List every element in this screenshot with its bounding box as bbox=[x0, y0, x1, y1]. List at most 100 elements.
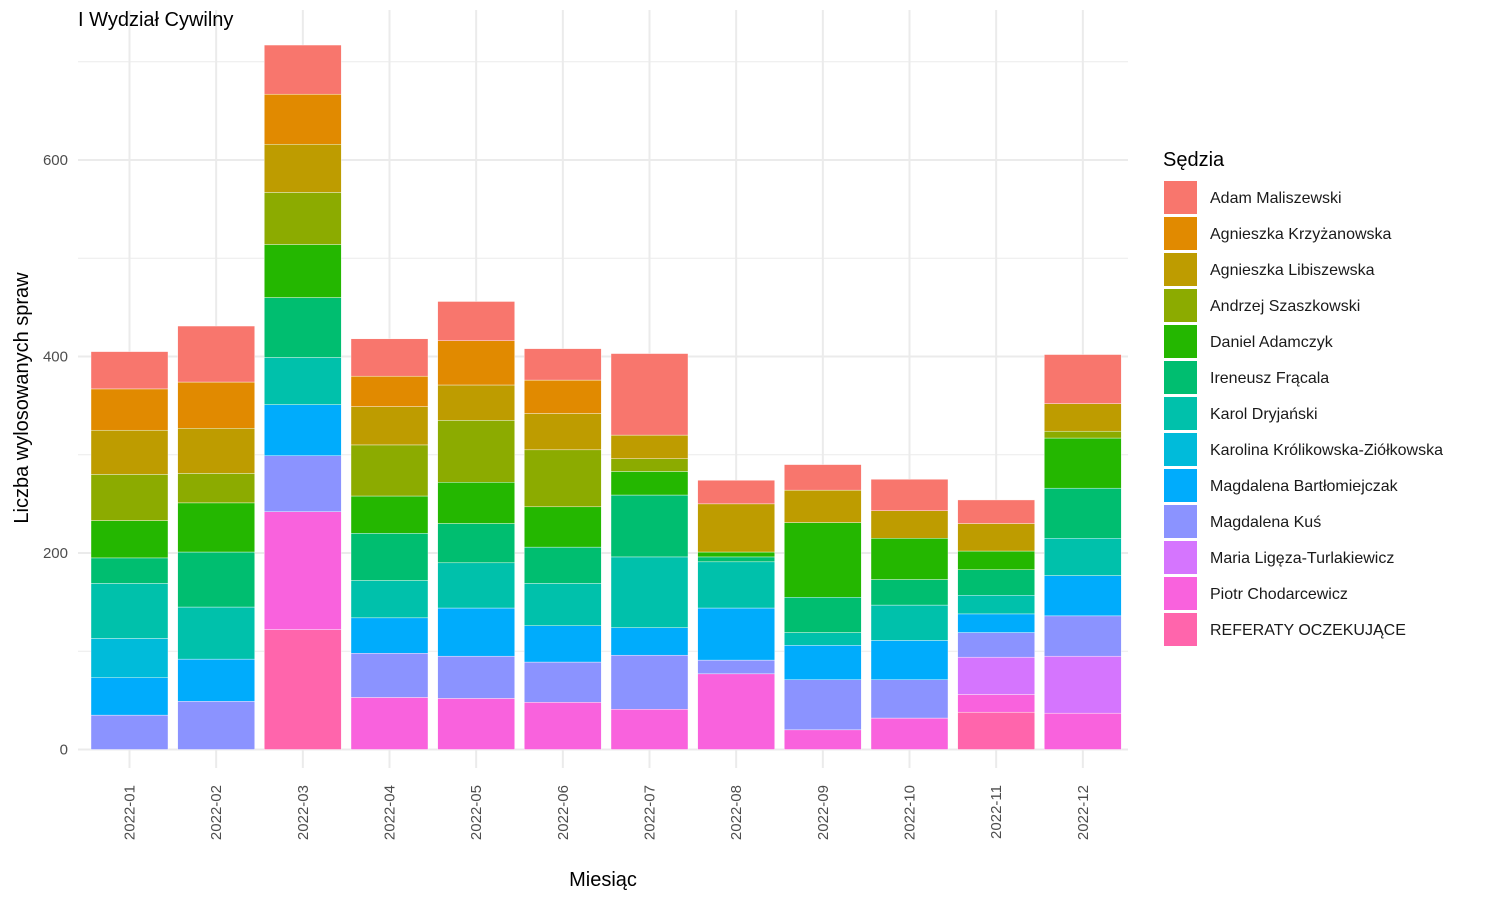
bar-segment: Agnieszka Libiszewska 2022-04: 39 bbox=[350, 406, 429, 446]
bar-segment: Agnieszka Libiszewska 2022-06: 37 bbox=[524, 413, 602, 451]
bar-segment: Andrzej Szaszkowski 2022-05: 63 bbox=[437, 420, 515, 483]
x-tick-label: 2022-04 bbox=[382, 785, 399, 840]
x-tick-label: 2022-09 bbox=[815, 785, 832, 840]
bar-segment: Magdalena Kuś 2022-11: 25 bbox=[957, 632, 1035, 658]
bar-segment: Magdalena Kuś 2022-10: 39 bbox=[870, 679, 949, 719]
bar-segment: Magdalena Kuś 2022-12: 41 bbox=[1044, 615, 1122, 657]
bar-segment: Magdalena Bartłomiejczak 2022-04: 36 bbox=[350, 617, 429, 654]
bar-segment: Karol Dryjański 2022-09: 13 bbox=[784, 632, 862, 646]
bar-segment: Piotr Chodarcewicz 2022-04: 53 bbox=[350, 697, 429, 750]
bar-segment: Magdalena Kuś 2022-05: 43 bbox=[437, 655, 515, 699]
bar-segment: Piotr Chodarcewicz 2022-09: 20 bbox=[784, 729, 862, 750]
bar-segment: Adam Maliszewski 2022-03: 50 bbox=[264, 44, 342, 95]
bar-segment: Andrzej Szaszkowski 2022-01: 47 bbox=[90, 474, 169, 521]
x-tick-label: 2022-02 bbox=[208, 785, 225, 840]
bar-segment: Piotr Chodarcewicz 2022-05: 52 bbox=[437, 698, 515, 750]
y-tick-label: 400 bbox=[43, 349, 68, 366]
bar-segment: Magdalena Kuś 2022-02: 49 bbox=[177, 701, 255, 750]
legend-layer: Adam Maliszewski Agnieszka Krzyżanowska Ag… bbox=[1164, 181, 1443, 646]
bar-segment: Agnieszka Krzyżanowska 2022-05: 45 bbox=[437, 340, 515, 386]
legend-label: Agnieszka Libiszewska bbox=[1210, 262, 1375, 279]
bar-segment: Andrzej Szaszkowski 2022-02: 30 bbox=[177, 473, 255, 504]
y-tick-label: 0 bbox=[60, 742, 68, 759]
bar-segment: Adam Maliszewski 2022-12: 50 bbox=[1044, 354, 1122, 404]
bar-segment: Magdalena Bartłomiejczak 2022-08: 53 bbox=[697, 607, 775, 661]
legend-swatch bbox=[1164, 181, 1197, 214]
legend-label: Magdalena Kuś bbox=[1210, 514, 1321, 531]
bar-segment: Ireneusz Frącala 2022-10: 26 bbox=[870, 579, 949, 606]
bar-segment: Magdalena Kuś 2022-01: 35 bbox=[90, 714, 169, 750]
bar-segment: Agnieszka Libiszewska 2022-12: 28 bbox=[1044, 403, 1122, 432]
bar-segment: Agnieszka Libiszewska 2022-07: 24 bbox=[610, 434, 689, 459]
x-tick-label: 2022-12 bbox=[1075, 785, 1092, 840]
legend-label: Karol Dryjański bbox=[1210, 406, 1318, 423]
y-axis-title: Liczba wylosowanych spraw bbox=[11, 272, 33, 524]
bar-segment: Karol Dryjański 2022-12: 38 bbox=[1044, 538, 1122, 576]
bar-segment: Daniel Adamczyk 2022-09: 76 bbox=[784, 522, 862, 598]
bar-segment: Daniel Adamczyk 2022-12: 51 bbox=[1044, 437, 1122, 489]
bar-segment: Daniel Adamczyk 2022-08: 5 bbox=[697, 551, 775, 558]
bar-segment: Karol Dryjański 2022-10: 36 bbox=[870, 604, 949, 641]
bar-segment: Karolina Królikowska-Ziółkowska 2022-01:… bbox=[90, 638, 169, 678]
bar-segment: Magdalena Bartłomiejczak 2022-12: 41 bbox=[1044, 575, 1122, 617]
bar-segment: Agnieszka Libiszewska 2022-05: 36 bbox=[437, 384, 515, 421]
x-tick-label: 2022-05 bbox=[468, 785, 485, 840]
legend-title: Sędzia bbox=[1163, 149, 1225, 171]
legend-swatch bbox=[1164, 541, 1197, 574]
bar-segment: Karol Dryjański 2022-02: 53 bbox=[177, 606, 255, 660]
bar-segment: Daniel Adamczyk 2022-01: 38 bbox=[90, 520, 169, 559]
bar-segment: Magdalena Bartłomiejczak 2022-05: 49 bbox=[437, 607, 515, 657]
bar-segment: Karol Dryjański 2022-01: 56 bbox=[90, 583, 169, 639]
bar-segment: Agnieszka Libiszewska 2022-03: 49 bbox=[264, 144, 342, 193]
bar-segment: Agnieszka Krzyżanowska 2022-03: 51 bbox=[264, 93, 342, 145]
legend-label: REFERATY OCZEKUJĄCE bbox=[1210, 622, 1406, 639]
x-tick-label: 2022-06 bbox=[555, 785, 572, 840]
legend-swatch bbox=[1164, 613, 1197, 646]
bar-segment: Ireneusz Frącala 2022-01: 26 bbox=[90, 557, 169, 584]
legend-swatch bbox=[1164, 325, 1197, 358]
bar-segment: Karol Dryjański 2022-08: 47 bbox=[697, 561, 775, 609]
bar-segment: Adam Maliszewski 2022-11: 24 bbox=[957, 499, 1035, 524]
bar-segment: Piotr Chodarcewicz 2022-06: 48 bbox=[524, 702, 602, 750]
bar-segment: Agnieszka Libiszewska 2022-11: 28 bbox=[957, 523, 1035, 552]
bar-segment: Daniel Adamczyk 2022-03: 54 bbox=[264, 244, 342, 298]
bar-segment: Karol Dryjański 2022-07: 72 bbox=[610, 556, 689, 628]
legend-swatch bbox=[1164, 505, 1197, 538]
bar-segment: Karol Dryjański 2022-05: 46 bbox=[437, 562, 515, 609]
bar-segment: Andrzej Szaszkowski 2022-07: 13 bbox=[610, 458, 689, 472]
bar-segment: Adam Maliszewski 2022-09: 26 bbox=[784, 464, 862, 491]
legend-swatch bbox=[1164, 361, 1197, 394]
bar-segment: Daniel Adamczyk 2022-10: 42 bbox=[870, 538, 949, 580]
bar-segment: Ireneusz Frącala 2022-02: 56 bbox=[177, 551, 255, 608]
legend-swatch bbox=[1164, 397, 1197, 430]
bar-segment: Magdalena Kuś 2022-07: 55 bbox=[610, 654, 689, 710]
x-tick-label: 2022-03 bbox=[295, 785, 312, 840]
bar-segment: Agnieszka Libiszewska 2022-02: 46 bbox=[177, 428, 255, 474]
bar-segment: Ireneusz Frącala 2022-09: 36 bbox=[784, 597, 862, 633]
axis-layer: 0 200 400 600 2022-01 2022-02 2022-03 2022-04 20… bbox=[43, 152, 1092, 840]
bar-segment: Adam Maliszewski 2022-02: 57 bbox=[177, 325, 255, 383]
bar-segment: Ireneusz Frącala 2022-11: 26 bbox=[957, 569, 1035, 596]
bar-segment: Andrzej Szaszkowski 2022-03: 53 bbox=[264, 192, 342, 245]
bar-segment: Magdalena Kuś 2022-04: 45 bbox=[350, 653, 429, 698]
bar-segment: Daniel Adamczyk 2022-07: 24 bbox=[610, 471, 689, 496]
legend-label: Piotr Chodarcewicz bbox=[1210, 586, 1348, 603]
bar-segment: Piotr Chodarcewicz 2022-11: 18 bbox=[957, 694, 1035, 713]
bar-segment: Daniel Adamczyk 2022-11: 19 bbox=[957, 550, 1035, 570]
bar-segment: Ireneusz Frącala 2022-12: 51 bbox=[1044, 487, 1122, 539]
legend-swatch bbox=[1164, 217, 1197, 250]
bar-segment: Adam Maliszewski 2022-10: 32 bbox=[870, 479, 949, 511]
legend-label: Magdalena Bartłomiejczak bbox=[1210, 478, 1399, 495]
bar-segment: Andrzej Szaszkowski 2022-04: 52 bbox=[350, 444, 429, 497]
legend-swatch bbox=[1164, 433, 1197, 466]
bar-segment: Adam Maliszewski 2022-05: 40 bbox=[437, 301, 515, 341]
bar-segment: Karol Dryjański 2022-11: 19 bbox=[957, 595, 1035, 615]
bar-segment: Adam Maliszewski 2022-07: 83 bbox=[610, 353, 689, 436]
bar-segment: Agnieszka Krzyżanowska 2022-02: 47 bbox=[177, 381, 255, 429]
bar-segment: Daniel Adamczyk 2022-06: 41 bbox=[524, 506, 602, 548]
bar-segment: Magdalena Bartłomiejczak 2022-06: 37 bbox=[524, 625, 602, 663]
legend-swatch bbox=[1164, 577, 1197, 610]
bar-segment: Agnieszka Krzyżanowska 2022-06: 34 bbox=[524, 379, 602, 414]
bar-segment: Adam Maliszewski 2022-04: 38 bbox=[350, 338, 429, 377]
bar-segment: Maria Ligęza-Turlakiewicz 2022-11: 38 bbox=[957, 656, 1035, 695]
